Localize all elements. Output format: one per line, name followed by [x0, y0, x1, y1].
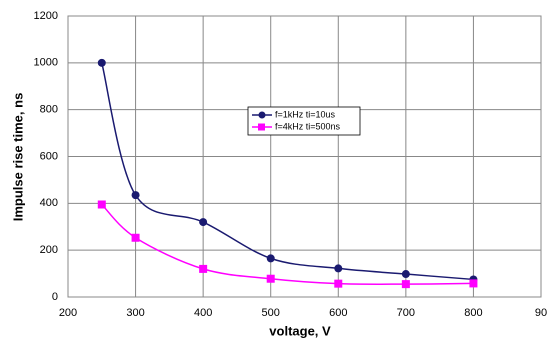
legend-marker	[258, 111, 266, 119]
data-point	[401, 280, 410, 289]
y-tick-label: 400	[40, 197, 58, 209]
data-point	[199, 218, 208, 227]
x-tick-label: 200	[59, 307, 77, 319]
data-point	[97, 58, 106, 67]
y-axis-title: Impulse rise time, ns	[10, 93, 25, 222]
data-point	[97, 200, 106, 209]
data-point	[266, 254, 275, 263]
x-axis-title: voltage, V	[269, 323, 331, 338]
data-point	[469, 279, 478, 288]
data-point	[334, 279, 343, 288]
y-tick-label: 1200	[34, 10, 58, 22]
y-tick-label: 600	[40, 150, 58, 162]
x-tick-label: 600	[329, 307, 347, 319]
x-tick-label: 400	[194, 307, 212, 319]
y-tick-label: 800	[40, 104, 58, 116]
x-tick-label: 300	[126, 307, 144, 319]
legend-box	[247, 106, 361, 136]
legend-label: f=1kHz ti=10us	[275, 109, 336, 119]
legend: f=1kHz ti=10us f=4kHz ti=500ns	[247, 106, 361, 136]
data-point	[266, 274, 275, 283]
data-point	[131, 233, 140, 242]
legend-label: f=4kHz ti=500ns	[275, 121, 341, 131]
x-tick-label: 800	[464, 307, 482, 319]
data-point	[401, 270, 410, 279]
data-point	[199, 264, 208, 273]
y-tick-label: 200	[40, 244, 58, 256]
legend-marker	[258, 123, 265, 131]
x-tick-label: 90	[535, 307, 547, 319]
x-tick-label: 500	[262, 307, 280, 319]
data-point	[131, 191, 140, 200]
x-tick-label: 700	[397, 307, 415, 319]
y-tick-label: 0	[52, 291, 58, 303]
data-point	[334, 264, 343, 273]
y-tick-label: 1000	[34, 57, 58, 69]
